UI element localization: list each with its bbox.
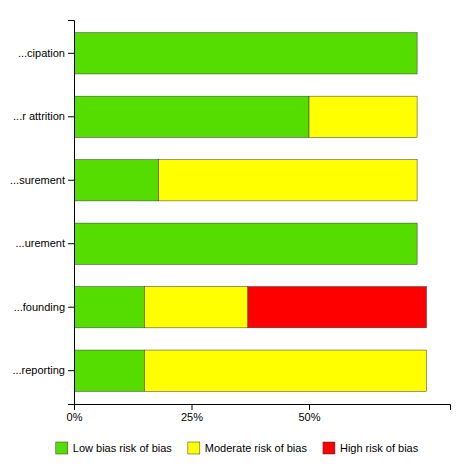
tick-label: 0% bbox=[67, 411, 83, 423]
axis-line bbox=[68, 21, 75, 405]
tick: ...founding bbox=[14, 301, 74, 313]
tick-label: ...urement bbox=[15, 237, 65, 249]
legend-swatch bbox=[188, 442, 200, 454]
bar bbox=[74, 96, 309, 137]
axis-line bbox=[75, 405, 451, 411]
bar bbox=[417, 33, 418, 74]
bar-series bbox=[248, 287, 427, 328]
tick-mark bbox=[192, 404, 193, 410]
tick-label: ...r attrition bbox=[13, 110, 65, 122]
tick-label: ...surement bbox=[10, 174, 65, 186]
tick-label: 50% bbox=[298, 411, 320, 423]
legend-item: Low bias risk of bias bbox=[56, 442, 173, 454]
tick: ...r attrition bbox=[13, 110, 74, 122]
bar bbox=[417, 223, 418, 264]
tick-mark bbox=[68, 243, 74, 244]
bar bbox=[74, 287, 145, 328]
tick-mark bbox=[68, 116, 74, 117]
tick-label: ...cipation bbox=[18, 47, 65, 59]
tick-mark bbox=[309, 404, 310, 410]
bar bbox=[74, 160, 159, 201]
plot: 0% 25% 50% ...cipation ...r attrition ...sure… bbox=[10, 21, 451, 423]
tick: ...urement bbox=[15, 237, 74, 249]
legend-item: High risk of bias bbox=[323, 442, 419, 454]
bars bbox=[74, 33, 427, 392]
tick: 25% bbox=[181, 404, 203, 423]
bar bbox=[417, 96, 418, 137]
tick-label: ...founding bbox=[14, 301, 65, 313]
legend-swatch bbox=[323, 442, 335, 454]
bar bbox=[145, 287, 248, 328]
bar bbox=[159, 160, 418, 201]
bar-series bbox=[74, 33, 417, 392]
tick-mark bbox=[68, 180, 74, 181]
tick: 0% bbox=[67, 404, 83, 423]
tick-mark bbox=[68, 370, 74, 371]
bar bbox=[145, 350, 427, 391]
bar bbox=[426, 350, 427, 391]
tick: 50% bbox=[298, 404, 320, 423]
legend-item: Moderate risk of bias bbox=[188, 442, 308, 454]
legend-swatch bbox=[56, 442, 68, 454]
legend-label: Moderate risk of bias bbox=[205, 442, 308, 454]
tick-mark bbox=[68, 307, 74, 308]
tick-mark bbox=[68, 53, 74, 54]
bar-series bbox=[145, 96, 427, 391]
tick-label: ...reporting bbox=[12, 364, 65, 376]
chart: 0% 25% 50% ...cipation ...r attrition ...sure… bbox=[0, 0, 474, 474]
bar bbox=[74, 223, 417, 264]
legend-label: Low bias risk of bias bbox=[73, 442, 173, 454]
x-axis: 0% 25% 50% bbox=[67, 404, 451, 423]
y-axis: ...cipation ...r attrition ...surement ...u… bbox=[10, 21, 75, 405]
legend-label: High risk of bias bbox=[340, 442, 419, 454]
tick: ...surement bbox=[10, 174, 74, 186]
legend: Low bias risk of bias Moderate risk of bi… bbox=[56, 442, 419, 454]
bar bbox=[74, 350, 145, 391]
tick: ...cipation bbox=[18, 47, 74, 59]
tick: ...reporting bbox=[12, 364, 74, 376]
bar bbox=[74, 33, 417, 74]
bar bbox=[417, 223, 418, 264]
bar bbox=[417, 160, 418, 201]
bar bbox=[248, 287, 427, 328]
tick-label: 25% bbox=[181, 411, 203, 423]
bar bbox=[309, 96, 417, 137]
bar bbox=[417, 33, 418, 74]
